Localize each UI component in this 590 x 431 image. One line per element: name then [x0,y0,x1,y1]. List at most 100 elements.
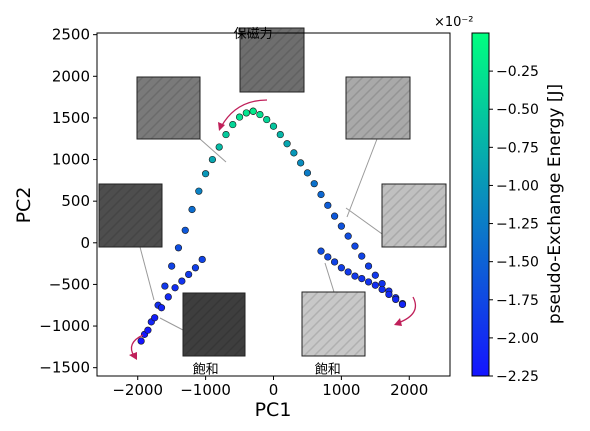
data-point-3-12 [398,300,407,309]
data-point-0-10 [208,155,217,164]
data-points [137,107,407,345]
data-point-2-6 [290,149,298,157]
data-point-3-0 [317,247,325,255]
data-point-3-4 [344,268,352,276]
data-point-2-10 [317,190,325,199]
colorbar-tick-label-4: −1.25 [496,217,539,233]
colorbar-tick-label-6: −1.75 [496,293,539,309]
data-point-1-9 [198,255,206,264]
data-point-3-3 [337,264,345,272]
data-point-0-14 [235,113,244,121]
data-point-1-8 [191,264,200,272]
inset-images [98,27,447,357]
y-tick-label-1: −1000 [39,317,90,335]
data-point-2-3 [269,122,278,130]
y-axis-label: PC2 [13,187,35,224]
arrow-top [220,99,268,128]
y-tick-label-8: 2500 [52,26,90,44]
inset-image-mid-right [381,183,447,248]
data-point-0-13 [229,120,237,129]
data-point-0-8 [195,187,203,195]
data-point-2-11 [324,201,332,209]
data-point-0-4 [168,262,176,270]
arrow-bottom-right [397,296,417,324]
data-point-0-9 [202,170,210,178]
data-point-2-16 [358,252,366,260]
data-point-1-4 [164,293,172,301]
data-point-0-15 [242,109,250,117]
inset-image-mid-left [98,183,163,248]
colorbar-tick-label-7: −2.00 [496,331,539,347]
data-point-0-6 [181,226,189,234]
data-point-3-9 [378,285,386,294]
colorbar-scale-label: ×10⁻² [434,15,474,30]
data-point-3-10 [385,290,393,299]
inset-image-upper-right [345,76,411,140]
y-axis: −1500 −1000 −500 0 500 1000 1500 2000 2500 [39,26,97,377]
colorbar-label: pseudo-Exchange Energy [J] [545,84,565,324]
annotation-0: 保磁力 [234,27,273,42]
data-point-2-5 [283,140,291,148]
y-tick-label-7: 2000 [52,67,90,85]
data-point-1-7 [185,270,193,279]
data-point-1-5 [171,284,179,292]
x-tick-label-3: 1000 [322,381,360,399]
y-tick-label-4: 500 [61,192,90,210]
colorbar-tick-label-8: −2.25 [496,369,539,385]
y-tick-label-0: −1500 [39,359,90,377]
inset-image-coercivity [239,27,305,93]
data-point-1-6 [178,277,186,285]
data-point-3-5 [351,272,359,280]
colorbar [471,32,490,377]
y-tick-label-2: −500 [49,275,90,293]
data-point-3-7 [364,278,373,286]
data-point-3-6 [358,274,366,283]
inset-image-saturation-left [182,292,246,357]
annotation-1: 飽和 [193,363,219,378]
colorbar-ticks: −0.25 −0.50 −0.75 −1.00 −1.25 −1.50 −1.75 −2.00… [489,64,539,385]
data-point-1-3 [157,304,166,312]
inset-image-upper-left [136,76,201,140]
data-point-2-14 [344,232,352,240]
data-point-0-12 [222,130,230,139]
data-point-1-0 [137,337,145,345]
data-point-0-11 [215,143,223,151]
annotation-2: 飽和 [315,363,341,378]
data-point-2-13 [337,222,345,230]
y-tick-label-3: 0 [80,234,90,252]
colorbar-tick-label-5: −1.50 [496,255,539,271]
x-tick-label-0: −2000 [112,381,163,399]
data-point-2-12 [330,212,339,220]
data-point-3-2 [330,258,339,266]
data-point-2-15 [351,242,359,250]
data-point-1-1 [144,326,152,334]
data-point-0-5 [174,244,183,252]
data-point-2-18 [371,271,379,279]
data-point-2-1 [256,110,264,119]
data-point-1-2 [151,314,159,322]
data-point-2-0 [249,107,257,115]
data-point-2-2 [263,115,271,124]
colorbar-tick-label-1: −0.50 [496,102,539,118]
colorbar-tick-label-2: −0.75 [496,140,539,156]
data-point-3-11 [392,295,400,304]
data-point-2-9 [310,180,318,188]
x-tick-label-1: −1000 [180,381,231,399]
data-point-2-8 [303,169,312,177]
colorbar-tick-label-3: −1.00 [496,178,539,194]
data-point-3-1 [324,253,332,261]
data-point-3-8 [371,281,379,289]
data-point-2-4 [276,130,284,139]
inset-connectors [139,138,386,331]
x-axis-label: PC1 [255,399,292,421]
x-tick-label-2: 0 [269,381,279,399]
inset-image-saturation-right [301,291,366,357]
data-point-0-3 [161,282,169,290]
arrowheads [129,122,402,360]
x-axis: −2000 −1000 0 1000 2000 [112,376,428,399]
x-tick-label-4: 2000 [390,381,428,399]
colorbar-tick-label-0: −0.25 [496,64,539,80]
